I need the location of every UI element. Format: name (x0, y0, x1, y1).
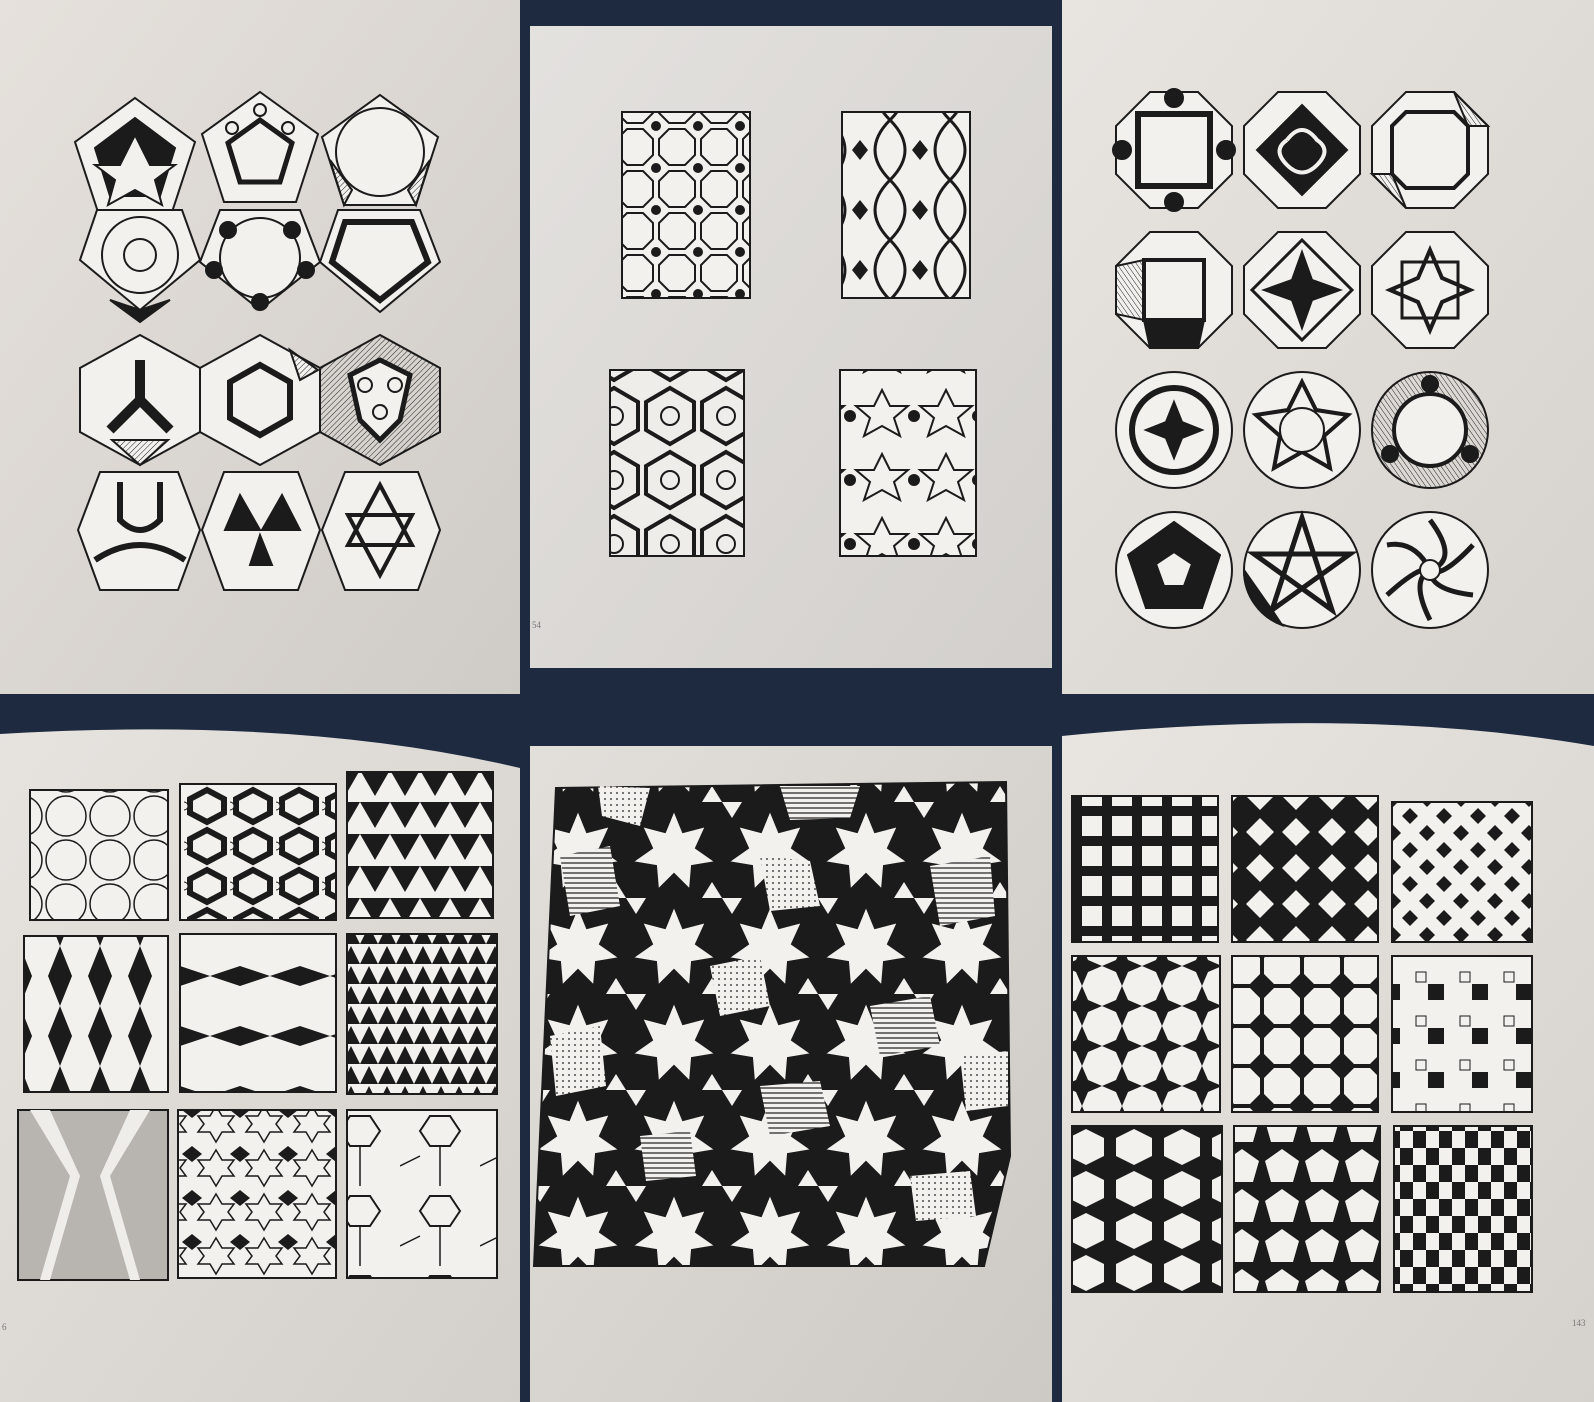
tile-four-point-stars (1071, 955, 1221, 1113)
tile-bowties (179, 933, 337, 1093)
hexagon-medallion (199, 333, 321, 467)
tile-diamond-squares (1231, 795, 1379, 943)
decagon-medallion (1115, 371, 1233, 489)
pentagon-medallion (78, 209, 202, 324)
tile-black-hexagons (1071, 1125, 1223, 1293)
hexagon-medallion (200, 471, 322, 591)
tile-octagon-dots (1391, 801, 1533, 943)
pentagon-medallion (318, 209, 442, 314)
decagon-medallion (1115, 511, 1233, 629)
photo-star-tessellation (530, 706, 1052, 1402)
octagon-medallion (1115, 231, 1233, 349)
decagon-medallion (1371, 371, 1489, 489)
hexagon-medallion (320, 471, 442, 591)
photo-black-white-tiles: 143 (1062, 706, 1594, 1402)
tile-cross-grid (1071, 795, 1219, 943)
decagon-medallion (1242, 509, 1361, 629)
tile-star-lattice (177, 1109, 337, 1279)
decagon-medallion (1371, 511, 1489, 629)
page-photo-3 (1062, 0, 1594, 694)
panel-octagon-grid (621, 111, 751, 299)
page-photo-4 (0, 706, 520, 1402)
photo-rectangular-panels: 54 (530, 0, 1052, 694)
star-tessellation-plate (532, 780, 1012, 1267)
hexagon-medallion (76, 471, 202, 591)
photo-tessellation-squares: 6 (0, 706, 520, 1402)
page-number: 143 (1572, 1318, 1586, 1328)
tile-triangles (346, 771, 494, 919)
pentagon-medallion (200, 90, 320, 203)
octagon-medallion (1369, 91, 1491, 209)
tile-diamonds (23, 935, 169, 1093)
octagon-medallion (1112, 88, 1236, 212)
octagon-medallion (1371, 231, 1489, 349)
tile-circles (29, 789, 169, 921)
pentagon-medallion (198, 209, 322, 312)
tile-octagon-squares (1231, 955, 1379, 1113)
tile-hexagon-lattice (179, 783, 337, 921)
tile-square-blocks (1391, 955, 1533, 1113)
panel-hexagon-grid (609, 369, 745, 557)
tile-hexagon-trilobe (346, 1109, 498, 1279)
page-number: 6 (2, 1322, 7, 1332)
hexagon-medallion (319, 333, 441, 467)
pentagon-medallion (320, 93, 440, 208)
decagon-medallion (1243, 371, 1361, 489)
page-photo-2 (530, 0, 1052, 694)
page-photo-5 (530, 706, 1052, 1402)
tile-gray-chevron (17, 1109, 169, 1281)
octagon-medallion (1243, 91, 1361, 209)
octagon-medallion (1243, 231, 1361, 349)
photo-octagon-medallions (1062, 0, 1594, 694)
panel-star-grid (839, 369, 977, 557)
page-number: 54 (532, 620, 541, 630)
photo-pentagon-hexagon-medallions (0, 0, 520, 694)
panel-wave-grid (841, 111, 971, 299)
hexagon-medallion (79, 333, 201, 467)
page-photo-1 (0, 0, 520, 694)
tile-checker-bars (1393, 1125, 1533, 1293)
tile-small-triangles (346, 933, 498, 1095)
page-photo-6 (1062, 706, 1594, 1402)
tile-black-pentagons (1233, 1125, 1381, 1293)
